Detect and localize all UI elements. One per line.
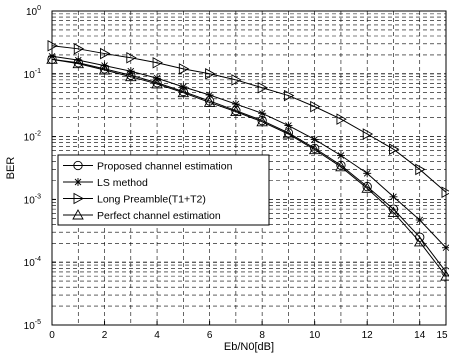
data-point [203,96,216,107]
data-point [310,135,319,144]
data-point [73,43,85,55]
data-point [178,63,190,75]
series-1 [48,52,449,252]
y-tick-exponent: -2 [35,131,41,138]
data-point [389,192,398,201]
x-tick-label: 14 [414,330,426,341]
y-tick-label: 100 [26,5,41,18]
data-point [336,151,345,160]
legend-entry: Long Preamble(T1+T2) [63,192,206,206]
data-point [335,160,347,172]
data-point [100,47,111,60]
data-point [231,74,242,86]
y-tick-exponent: -5 [35,319,41,326]
data-point [73,192,84,205]
data-point [73,160,83,171]
data-point [415,215,424,224]
legend-entry: Perfect channel estimation [63,209,221,222]
y-tick-label: 10-5 [24,319,41,332]
y-tick-exponent: 0 [37,5,41,12]
legend-entry: Proposed channel estimation [63,161,233,173]
y-tick-base: 10 [24,195,36,206]
series-line [51,55,447,249]
plot-frame [51,10,447,326]
legend-entry: LS method [63,177,148,189]
y-tick-exponent: -1 [35,68,41,75]
y-tick-exponent: -3 [35,193,41,200]
data-point [126,52,137,64]
data-point [257,81,269,94]
data-point [177,86,190,98]
data-point [387,206,400,217]
x-tick-label: 12 [362,330,374,341]
data-point [362,128,374,140]
data-point [282,128,295,139]
legend-box [57,154,270,226]
data-point [98,64,111,75]
data-point [389,143,400,155]
data-point [308,143,321,155]
data-point [151,77,163,89]
series-line [51,45,447,193]
x-tick-label: 6 [207,330,213,341]
y-tick-exponent: -4 [35,256,41,263]
x-tick-label: 4 [154,330,160,341]
data-point [230,105,242,117]
y-tick-label: 10-3 [24,193,41,206]
x-tick-label: 0 [49,330,55,341]
y-tick-base: 10 [24,70,36,81]
data-point [72,57,85,69]
y-tick-label: 10-4 [24,256,41,269]
x-tick-label: 10 [309,330,321,341]
series-3 [46,53,449,281]
y-tick-label: 10-2 [24,131,41,144]
data-point [310,100,321,113]
y-tick-base: 10 [24,133,36,144]
data-point [283,89,295,102]
legend-label: Proposed channel estimation [97,161,233,173]
x-tick-label: 2 [102,330,108,341]
y-axis-label: BER [5,157,17,180]
data-point [362,181,372,192]
series-line [51,58,447,273]
series-line [51,58,447,277]
y-tick-base: 10 [24,258,36,269]
data-point [74,178,82,186]
data-point [336,113,347,125]
data-point [205,68,216,80]
x-tick-label: 8 [259,330,265,341]
legend-label: LS method [97,177,148,189]
y-tick-base: 10 [24,321,36,332]
data-point [125,70,137,82]
y-tick-label: 10-1 [24,68,41,81]
data-point [415,163,426,176]
x-axis-label: Eb/N0[dB] [224,341,274,353]
x-tick-label: 15 [436,330,448,341]
legend: Proposed channel estimation LS method Long… [57,154,270,226]
legend-label: Long Preamble(T1+T2) [97,194,206,206]
legend-label: Perfect channel estimation [97,210,221,222]
data-point [152,56,163,69]
data-point [361,182,373,193]
data-point [72,209,84,220]
data-point [363,169,372,178]
y-tick-base: 10 [26,7,38,18]
plot-series [46,39,449,281]
data-point [413,236,426,247]
data-point [256,115,268,127]
